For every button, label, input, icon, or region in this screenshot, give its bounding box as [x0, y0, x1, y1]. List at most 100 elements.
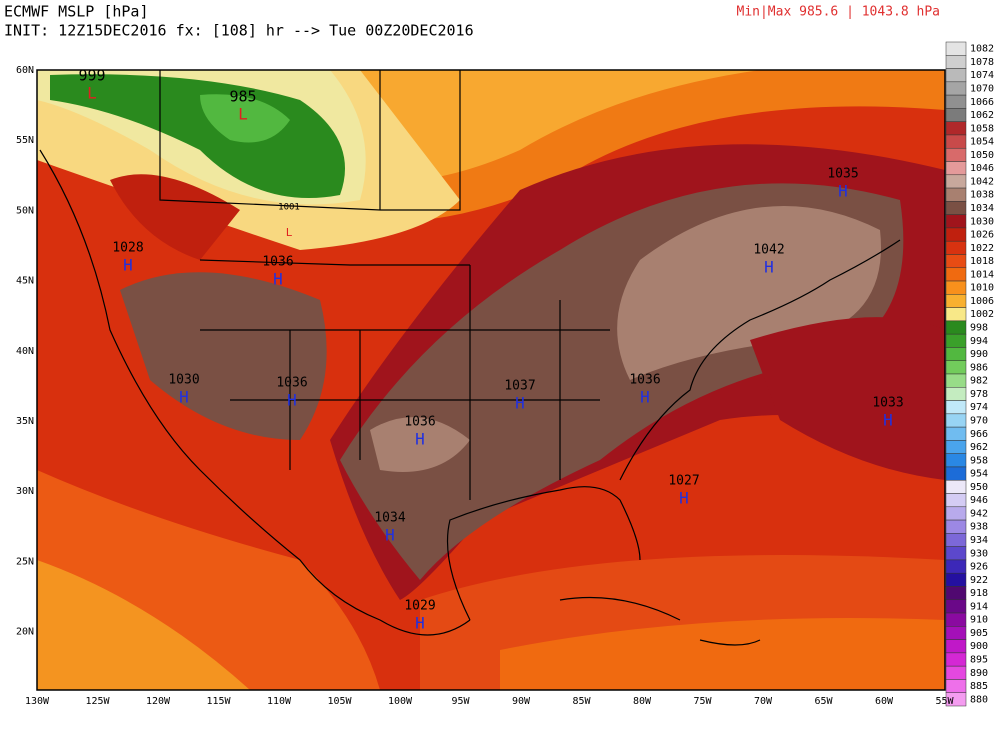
colorbar-label: 1018	[970, 256, 994, 267]
colorbar-cell	[945, 572, 967, 587]
lon-label: 55W	[935, 696, 954, 707]
lon-label: 100W	[388, 696, 413, 707]
colorbar-label: 1034	[970, 203, 994, 214]
colorbar-cell	[945, 161, 967, 176]
colorbar-cell	[945, 586, 967, 601]
center-symbol: H	[515, 394, 525, 413]
center-symbol: H	[640, 388, 650, 407]
colorbar-cell	[945, 214, 967, 229]
colorbar-cell	[945, 227, 967, 242]
center-value: 1037	[504, 379, 535, 394]
colorbar-cell	[945, 254, 967, 269]
lat-label: 35N	[16, 416, 34, 427]
colorbar-label: 918	[970, 588, 988, 599]
colorbar-cell	[945, 121, 967, 136]
center-value: 999	[78, 67, 105, 85]
lon-label: 105W	[327, 696, 352, 707]
colorbar-cell	[945, 333, 967, 348]
colorbar-cell	[945, 134, 967, 149]
colorbar-label: 1074	[970, 70, 994, 81]
colorbar-label: 905	[970, 628, 988, 639]
center-symbol: H	[415, 430, 425, 449]
center-value: 1036	[404, 415, 435, 430]
colorbar-label: 990	[970, 349, 988, 360]
colorbar-label: 1006	[970, 296, 994, 307]
colorbar-label: 1062	[970, 110, 994, 121]
colorbar-cell	[945, 626, 967, 640]
colorbar-cell	[945, 679, 967, 693]
colorbar-label: 1026	[970, 230, 994, 241]
colorbar-label: 934	[970, 535, 988, 546]
lat-label: 60N	[16, 65, 34, 76]
colorbar-cell	[945, 559, 967, 574]
center-value: 1036	[629, 373, 660, 388]
lat-label: 25N	[16, 556, 34, 567]
center-symbol: H	[287, 391, 297, 410]
colorbar-label: 910	[970, 615, 988, 626]
center-value: 1036	[276, 376, 307, 391]
center-symbol: H	[123, 256, 133, 275]
lon-label: 125W	[85, 696, 110, 707]
colorbar-cell	[945, 108, 967, 122]
colorbar-cell	[945, 94, 967, 109]
colorbar-label: 1082	[970, 44, 994, 55]
colorbar-label: 994	[970, 336, 988, 347]
lat-label: 55N	[16, 135, 34, 146]
colorbar: 1082 1078 1074 1070 1066 1062 1058 1054 1050 1046…	[945, 41, 994, 707]
colorbar-cell	[945, 665, 967, 680]
colorbar-label: 950	[970, 482, 988, 493]
map-field	[37, 70, 945, 690]
colorbar-label: 966	[970, 429, 988, 440]
lon-label: 65W	[814, 696, 833, 707]
colorbar-cell	[945, 387, 967, 401]
colorbar-cell	[945, 280, 967, 295]
colorbar-label: 1058	[970, 123, 994, 134]
center-value: 1029	[404, 599, 435, 614]
colorbar-label: 1070	[970, 83, 994, 94]
colorbar-label: 938	[970, 522, 988, 533]
colorbar-label: 1002	[970, 309, 994, 320]
colorbar-cell	[945, 612, 967, 627]
center-symbol: H	[385, 526, 395, 545]
lat-label: 20N	[16, 627, 34, 638]
colorbar-label: 890	[970, 668, 988, 679]
center-symbol: H	[273, 270, 283, 289]
colorbar-label: 1014	[970, 269, 994, 280]
colorbar-label: 942	[970, 508, 988, 519]
lon-label: 80W	[633, 696, 652, 707]
colorbar-cell	[945, 68, 967, 83]
colorbar-cell	[945, 479, 967, 494]
center-symbol: L	[238, 105, 248, 124]
center-value: 1035	[827, 167, 858, 182]
colorbar-cell	[945, 240, 967, 255]
center-value: 1034	[374, 511, 405, 526]
colorbar-label: 1066	[970, 97, 994, 108]
colorbar-cell	[945, 360, 967, 375]
colorbar-cell	[945, 373, 967, 388]
colorbar-cell	[945, 147, 967, 162]
map-frame	[36, 69, 946, 691]
colorbar-label: 880	[970, 694, 988, 705]
colorbar-label: 926	[970, 562, 988, 573]
colorbar-label: 1030	[970, 216, 994, 227]
lon-label: 115W	[206, 696, 231, 707]
min-max: Min|Max 985.6 | 1043.8 hPa	[737, 5, 941, 20]
colorbar-cell	[945, 81, 967, 96]
colorbar-label: 900	[970, 641, 988, 652]
colorbar-cell	[945, 519, 967, 534]
lat-label: 50N	[16, 205, 34, 216]
lat-label: 40N	[16, 346, 34, 357]
colorbar-label: 1054	[970, 137, 994, 148]
lon-label: 130W	[25, 696, 50, 707]
center-symbol: L	[87, 84, 97, 103]
lon-label: 90W	[512, 696, 531, 707]
lat-label: 30N	[16, 486, 34, 497]
colorbar-label: 958	[970, 455, 988, 466]
map-title: ECMWF MSLP [hPa]	[4, 3, 149, 21]
center-value: 1036	[262, 255, 293, 270]
colorbar-label: 1010	[970, 283, 994, 294]
map-labels: 60N 55N 50N 45N 40N 35N 30N 25N 20N 130W 125W 120W 1…	[16, 65, 955, 707]
colorbar-cell	[945, 41, 967, 56]
center-symbol: H	[679, 489, 689, 508]
